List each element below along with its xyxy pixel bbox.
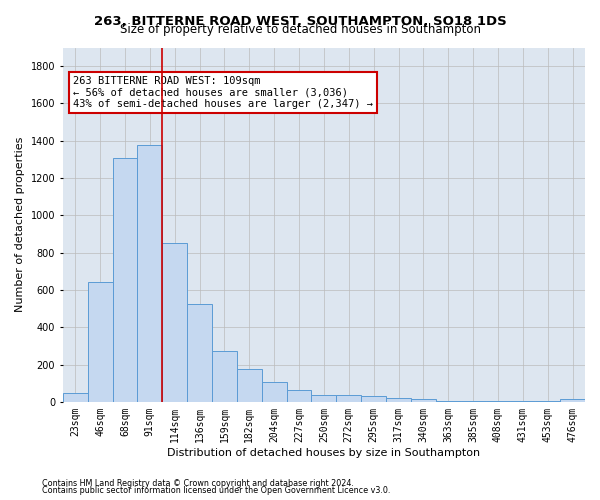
- Bar: [88, 282, 113, 402]
- Bar: [162, 244, 187, 402]
- Bar: [511, 401, 535, 402]
- Text: 263, BITTERNE ROAD WEST, SOUTHAMPTON, SO18 1DS: 263, BITTERNE ROAD WEST, SOUTHAMPTON, SO…: [94, 15, 506, 28]
- Bar: [187, 304, 212, 402]
- Bar: [560, 399, 585, 402]
- Bar: [461, 401, 485, 402]
- Bar: [361, 396, 386, 402]
- Bar: [337, 396, 361, 402]
- Bar: [436, 401, 461, 402]
- Text: 263 BITTERNE ROAD WEST: 109sqm
← 56% of detached houses are smaller (3,036)
43% : 263 BITTERNE ROAD WEST: 109sqm ← 56% of …: [73, 76, 373, 109]
- Text: Contains public sector information licensed under the Open Government Licence v3: Contains public sector information licen…: [42, 486, 391, 495]
- Bar: [237, 369, 262, 402]
- Text: Contains HM Land Registry data © Crown copyright and database right 2024.: Contains HM Land Registry data © Crown c…: [42, 478, 354, 488]
- Bar: [212, 352, 237, 402]
- X-axis label: Distribution of detached houses by size in Southampton: Distribution of detached houses by size …: [167, 448, 481, 458]
- Bar: [287, 390, 311, 402]
- Bar: [386, 398, 411, 402]
- Y-axis label: Number of detached properties: Number of detached properties: [15, 137, 25, 312]
- Bar: [113, 158, 137, 402]
- Bar: [411, 399, 436, 402]
- Bar: [63, 392, 88, 402]
- Text: Size of property relative to detached houses in Southampton: Size of property relative to detached ho…: [119, 22, 481, 36]
- Bar: [485, 401, 511, 402]
- Bar: [137, 146, 162, 402]
- Bar: [311, 396, 337, 402]
- Bar: [262, 382, 287, 402]
